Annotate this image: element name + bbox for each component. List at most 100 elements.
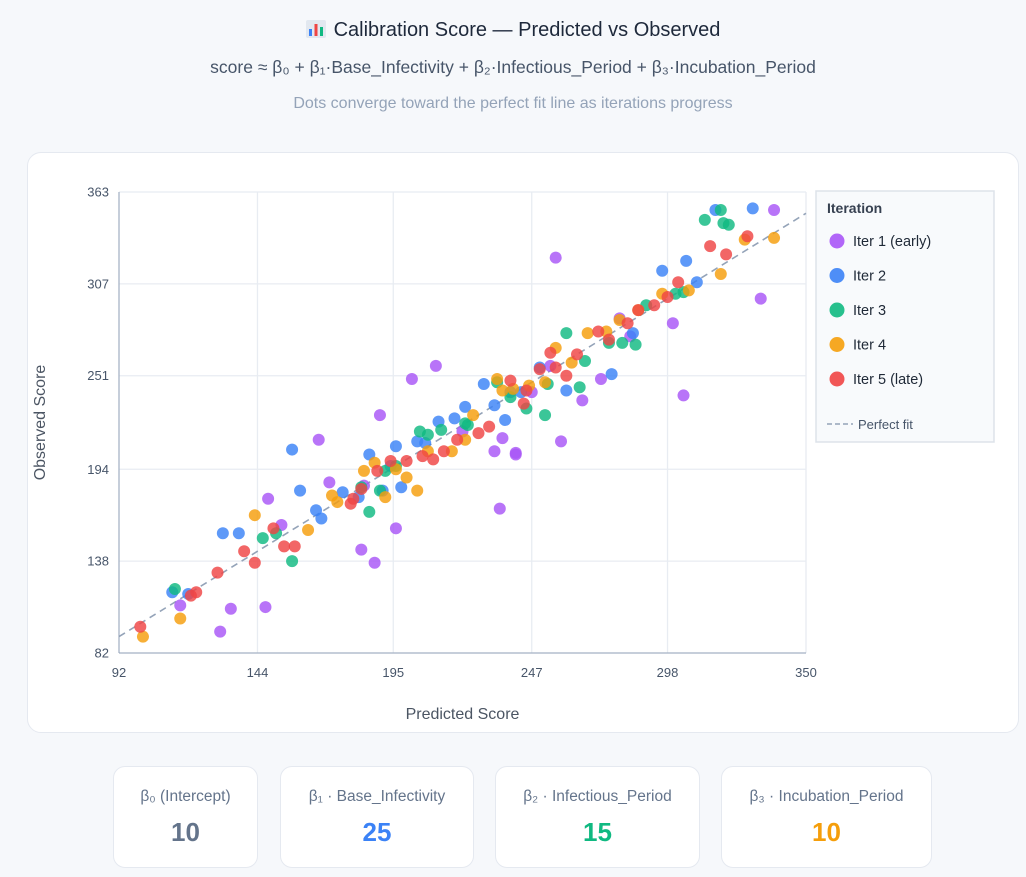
data-point <box>592 325 605 338</box>
data-point <box>746 202 759 215</box>
data-point <box>573 381 586 394</box>
y-tick-label: 82 <box>95 646 109 661</box>
data-point <box>467 409 480 422</box>
data-point <box>488 445 501 458</box>
data-point <box>690 276 703 289</box>
x-tick-label: 195 <box>382 665 404 680</box>
legend-swatch <box>829 337 845 352</box>
formula: score ≈ β₀ + β₁·Base_Infectivity + β₂·In… <box>210 57 816 77</box>
data-point <box>286 443 299 456</box>
stat-value: 15 <box>583 817 612 847</box>
stat-card-intercept: β₀ (Intercept) 10 <box>113 766 258 868</box>
data-point <box>493 502 506 515</box>
data-point <box>389 522 402 535</box>
x-tick-label: 247 <box>521 665 543 680</box>
data-point <box>581 327 594 340</box>
data-point <box>448 412 461 425</box>
data-point <box>714 204 727 217</box>
data-point <box>594 373 607 386</box>
data-point <box>661 290 674 303</box>
data-point <box>605 368 618 381</box>
data-point <box>704 240 717 253</box>
stat-value: 10 <box>812 817 841 847</box>
data-point <box>427 453 440 466</box>
data-points <box>134 202 781 643</box>
x-tick-label: 92 <box>112 665 126 680</box>
title-text: Calibration Score — Predicted vs Observe… <box>333 19 721 41</box>
x-axis-label: Predicted Score <box>406 706 520 723</box>
x-tick-label: 350 <box>795 665 817 680</box>
data-point <box>539 376 552 389</box>
data-point <box>768 204 781 217</box>
x-tick-label: 298 <box>657 665 679 680</box>
legend-fit-label: Perfect fit <box>858 417 913 432</box>
data-point <box>405 373 418 386</box>
data-point <box>477 377 490 390</box>
data-point <box>435 423 448 436</box>
data-point <box>626 327 639 340</box>
data-point <box>576 394 589 407</box>
data-point <box>560 384 573 397</box>
data-point <box>429 359 442 372</box>
data-point <box>677 389 690 402</box>
data-point <box>363 505 376 518</box>
data-point <box>517 397 530 410</box>
data-point <box>294 484 307 497</box>
data-point <box>616 336 629 349</box>
data-point <box>656 264 669 277</box>
data-point <box>555 435 568 448</box>
data-point <box>214 625 227 638</box>
legend-label: Iter 5 (late) <box>853 372 923 388</box>
data-point <box>416 450 429 463</box>
stat-value: 25 <box>362 817 392 847</box>
legend-title: Iteration <box>827 200 882 216</box>
y-tick-label: 194 <box>87 462 109 477</box>
data-point <box>347 492 360 505</box>
data-point <box>174 599 187 612</box>
data-point <box>238 545 251 558</box>
data-point <box>259 601 272 614</box>
data-point <box>682 284 695 297</box>
data-point <box>224 602 237 615</box>
data-point <box>632 304 645 317</box>
data-point <box>504 374 517 387</box>
bar-chart-icon <box>305 20 326 38</box>
stat-card-base-infectivity: β₁ · Base_Infectivity 25 <box>280 766 474 868</box>
stat-value: 10 <box>171 817 200 847</box>
y-tick-label: 251 <box>87 368 109 383</box>
data-point <box>483 420 496 433</box>
stat-label: β₀ (Intercept) <box>140 788 231 805</box>
data-point <box>278 540 291 553</box>
stat-label: β₁ · Base_Infectivity <box>308 788 446 805</box>
data-point <box>714 268 727 281</box>
legend: Iteration Iter 1 (early) Iter 2 Iter 3 Iter … <box>815 190 995 443</box>
data-point <box>496 384 509 397</box>
data-point <box>437 445 450 458</box>
data-point <box>549 361 562 374</box>
data-point <box>698 213 711 226</box>
data-point <box>571 348 583 361</box>
data-point <box>174 612 187 625</box>
data-point <box>357 464 370 477</box>
legend-swatch <box>829 268 845 283</box>
y-tick-label: 363 <box>87 185 109 200</box>
data-point <box>379 491 392 504</box>
data-point <box>312 433 325 446</box>
data-point <box>648 299 661 312</box>
legend-box <box>815 190 995 443</box>
data-point <box>539 409 552 422</box>
data-point <box>421 428 434 441</box>
data-point <box>496 432 509 445</box>
data-point <box>722 218 735 231</box>
data-point <box>451 433 464 446</box>
stat-card-incubation-period: β₃ · Incubation_Period 10 <box>721 766 932 868</box>
data-point <box>371 464 384 477</box>
x-tick-label: 144 <box>247 665 269 680</box>
data-point <box>190 586 203 599</box>
stat-label: β₂ · Infectious_Period <box>523 788 672 805</box>
data-point <box>720 248 733 261</box>
data-point <box>267 522 280 535</box>
data-point <box>286 555 299 568</box>
data-point <box>680 254 693 267</box>
